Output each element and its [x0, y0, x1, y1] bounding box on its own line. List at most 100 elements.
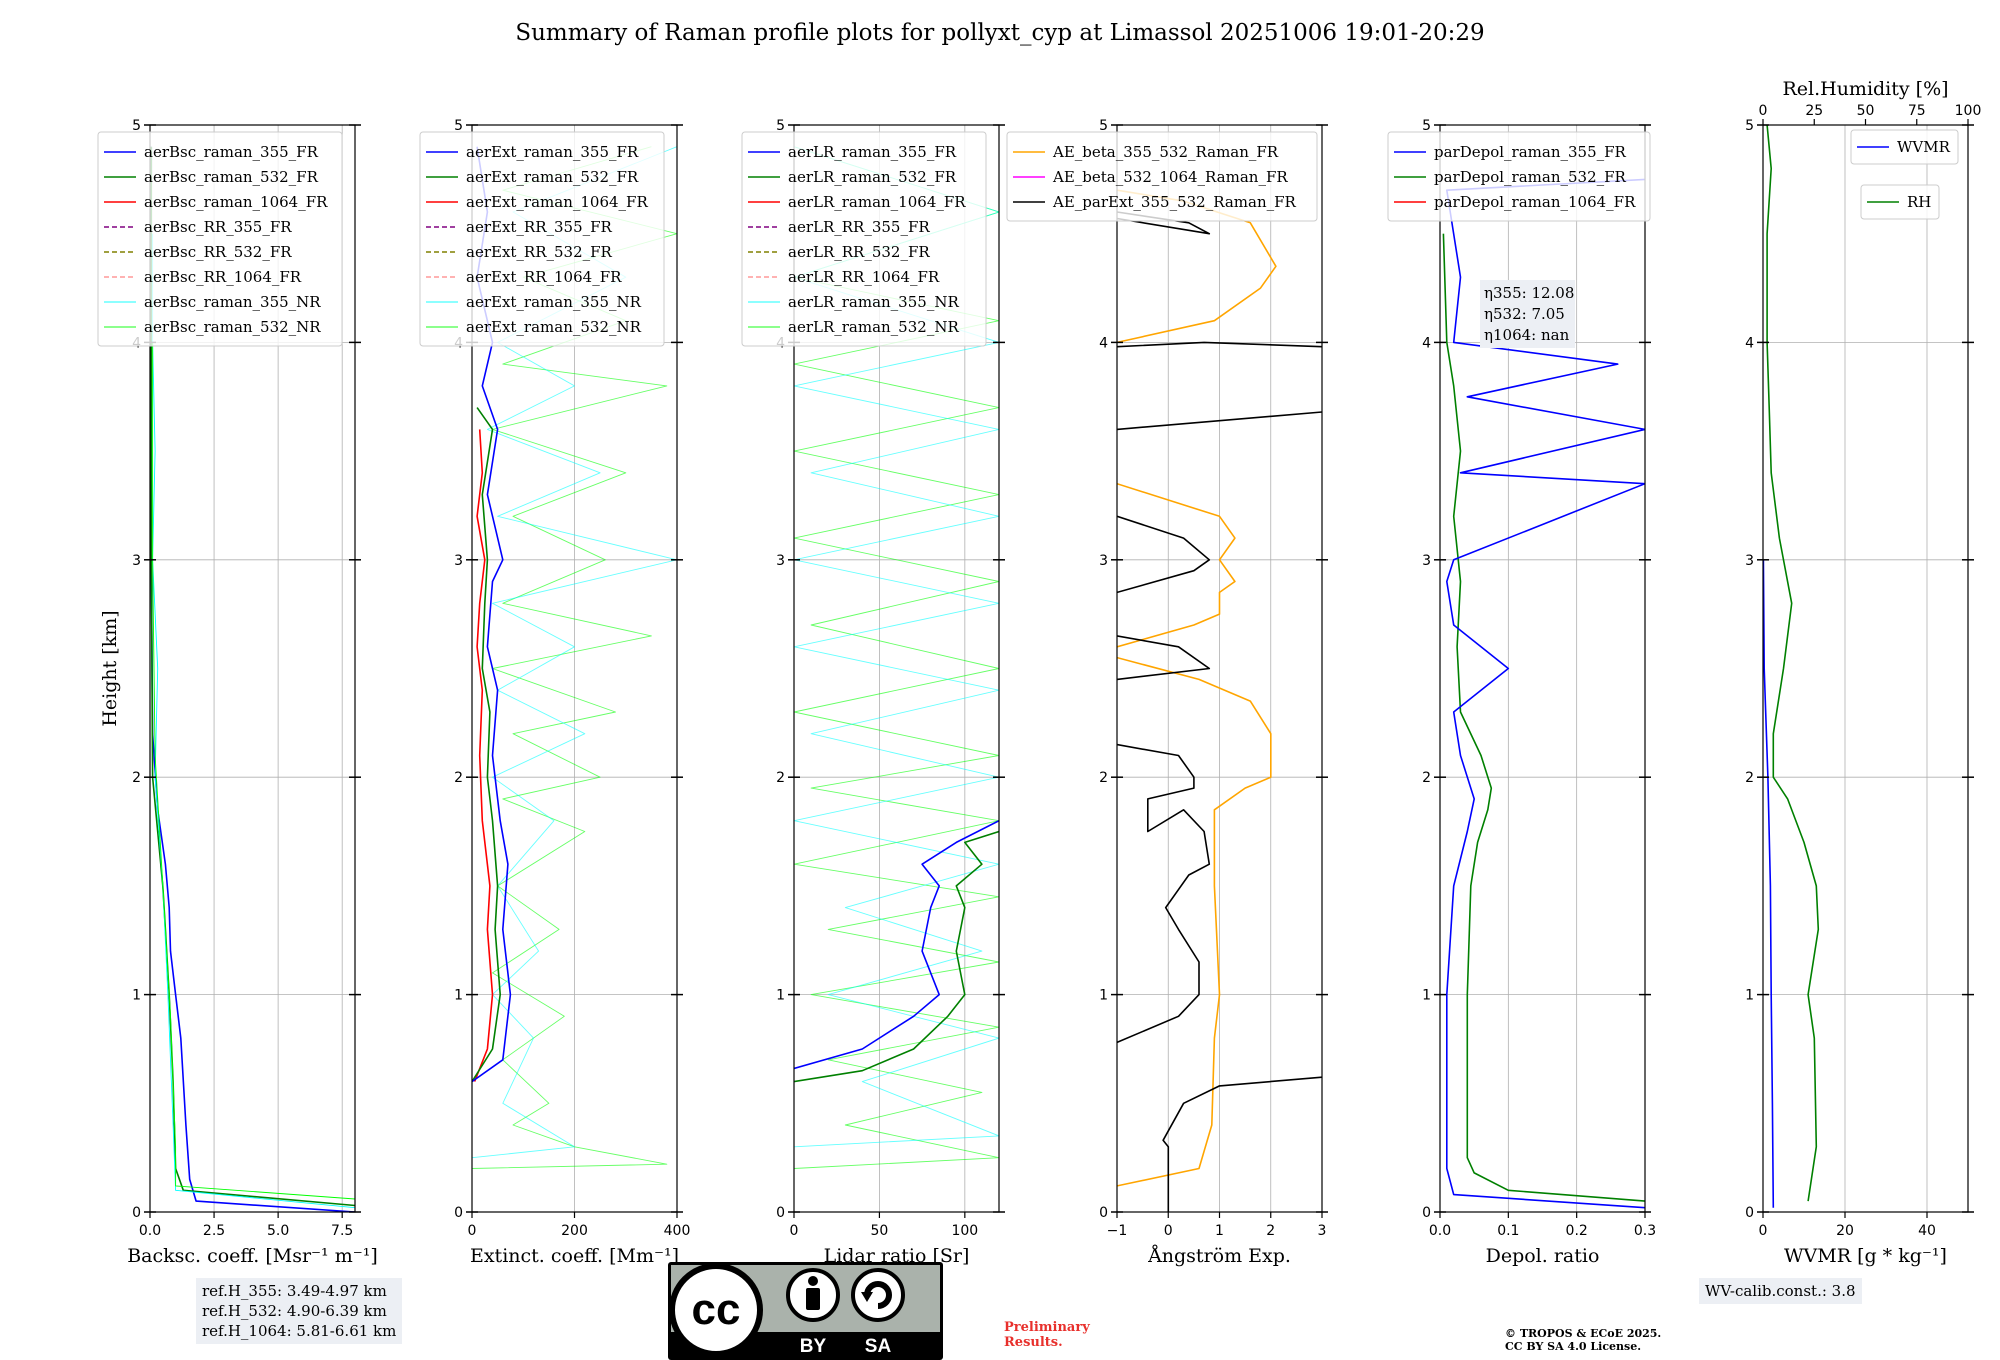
legend-label: parDepol_raman_532_FR [1434, 168, 1627, 186]
x-tick-label: 0 [790, 1223, 799, 1239]
y-tick-label: 2 [1099, 770, 1108, 786]
y-tick-label: 5 [1745, 118, 1754, 134]
cc-by-sa-badge: cc BY SA [668, 1262, 943, 1360]
legend-label: AE_parExt_355_532_Raman_FR [1052, 193, 1297, 211]
copyright-line-1: © TROPOS & ECoE 2025. [1505, 1327, 1662, 1340]
y-tick-label: 3 [454, 553, 463, 569]
legend-label: aerBsc_RR_1064_FR [144, 268, 302, 286]
eta-label: η532: 7.05 [1484, 305, 1565, 323]
attribution-icon [786, 1268, 840, 1322]
x-tick-label: 100 [951, 1223, 978, 1239]
series-line [152, 342, 355, 1200]
legend-label: aerExt_raman_1064_FR [466, 193, 648, 211]
legend-label: aerBsc_RR_355_FR [144, 218, 292, 236]
legend-label: aerBsc_raman_1064_FR [144, 193, 328, 211]
x-tick-label: 40 [1918, 1223, 1936, 1239]
legend-label: aerLR_raman_1064_FR [788, 193, 966, 211]
y-tick-label: 2 [1745, 770, 1754, 786]
y-tick-label: 4 [1099, 335, 1108, 351]
panel-angstrom: 0 1 2 3 4 5 −1 0 1 2 3 Ångström Exp. AE_beta_355_532… [1006, 118, 1328, 1267]
y-tick-label: 5 [1422, 118, 1431, 134]
legend-box [1860, 184, 1940, 220]
x-tick-label: 50 [871, 1223, 889, 1239]
x-axis-label: Backsc. coeff. [Msr⁻¹ m⁻¹] [127, 1245, 378, 1267]
top-tick-label: 100 [1955, 103, 1982, 119]
series-line [794, 830, 999, 1083]
series-line [1117, 635, 1211, 681]
y-tick-label: 5 [454, 118, 463, 134]
series-line [794, 819, 999, 1070]
y-tick-label: 1 [1745, 988, 1754, 1004]
preliminary-line-2: Results. [1004, 1335, 1063, 1350]
x-tick-label: 2 [1266, 1223, 1275, 1239]
series-line [472, 146, 677, 1159]
y-axis-label: Height [km] [99, 610, 121, 726]
x-tick-label: 0.2 [1566, 1223, 1588, 1239]
axes-frame [1762, 124, 1969, 1213]
y-tick-label: 0 [776, 1205, 785, 1221]
legend-label: aerExt_raman_355_NR [466, 293, 642, 311]
x-tick-label: 0.0 [1429, 1223, 1451, 1239]
y-tick-label: 4 [1422, 335, 1431, 351]
legend-label: AE_beta_532_1064_Raman_FR [1052, 168, 1288, 186]
x-tick-label: 0 [1759, 1223, 1768, 1239]
x-tick-label: 2.5 [203, 1223, 225, 1239]
series-line [473, 429, 494, 1082]
top-tick-label: 0 [1759, 103, 1768, 119]
legend-label: aerBsc_RR_532_FR [144, 243, 292, 261]
x-axis-label: WVMR [g * kg⁻¹] [1784, 1245, 1947, 1267]
panel-lidar_ratio: 012345050100Lidar ratio [Sr]aerLR_raman_… [741, 118, 1005, 1267]
legend-label: aerLR_raman_355_FR [788, 143, 957, 161]
legend-label: aerExt_raman_532_NR [466, 318, 642, 336]
x-axis-label: Extinct. coeff. [Mm⁻¹] [470, 1245, 679, 1267]
wv-calib-const: WV-calib.const.: 3.8 [1705, 1282, 1856, 1300]
y-tick-label: 3 [776, 553, 785, 569]
series-line [1117, 482, 1236, 648]
top-tick-label: 75 [1908, 103, 1926, 119]
series-line [1117, 743, 1211, 1044]
x-tick-label: 0 [468, 1223, 477, 1239]
x-tick-label: 0.0 [139, 1223, 161, 1239]
axes-frame [1439, 124, 1646, 1213]
legend-label: aerBsc_raman_532_NR [144, 318, 321, 336]
y-tick-label: 4 [1745, 335, 1754, 351]
series-line [1117, 515, 1211, 594]
y-tick-label: 0 [1099, 1205, 1108, 1221]
legend-label: aerExt_RR_1064_FR [466, 268, 622, 286]
series-line [1763, 559, 1775, 1208]
copyright-note: © TROPOS & ECoE 2025. CC BY SA 4.0 Licen… [1505, 1327, 1661, 1353]
x-tick-label: 0 [1164, 1223, 1173, 1239]
y-tick-label: 1 [1099, 988, 1108, 1004]
y-tick-label: 3 [1745, 553, 1754, 569]
legend-box [1850, 129, 1959, 165]
x-tick-label: 200 [561, 1223, 588, 1239]
eta-box [1480, 280, 1575, 348]
y-tick-label: 5 [1099, 118, 1108, 134]
legend-label: aerBsc_raman_532_FR [144, 168, 319, 186]
x-tick-label: 1 [1215, 1223, 1224, 1239]
axes-frame [793, 124, 1000, 1213]
panel-extinction: 0123450200400Extinct. coeff. [Mm⁻¹]aerEx… [419, 118, 690, 1267]
x-axis-label: Lidar ratio [Sr] [824, 1245, 970, 1267]
y-tick-label: 1 [454, 988, 463, 1004]
series-line [1446, 178, 1645, 1209]
legend-label: aerExt_RR_532_FR [466, 243, 613, 261]
by-label: BY [800, 1336, 827, 1357]
top-tick-label: 50 [1857, 103, 1875, 119]
ref-height-1064: ref.H_1064: 5.81-6.61 km [202, 1322, 397, 1340]
legend-label: aerLR_RR_1064_FR [788, 268, 940, 286]
legend-label: aerLR_raman_532_FR [788, 168, 957, 186]
legend-label: parDepol_raman_1064_FR [1434, 193, 1636, 211]
series-line [1117, 341, 1322, 348]
legend-label: parDepol_raman_355_FR [1434, 143, 1627, 161]
x-tick-label: 3 [1318, 1223, 1327, 1239]
eta-label: η355: 12.08 [1484, 284, 1574, 302]
y-tick-label: 2 [1422, 770, 1431, 786]
legend-box [1387, 131, 1651, 222]
series-line [794, 146, 999, 1148]
series-line [1766, 125, 1820, 1202]
legend-label: aerLR_RR_532_FR [788, 243, 930, 261]
figure-title: Summary of Raman profile plots for polly… [515, 20, 1485, 46]
preliminary-line-1: Preliminary [1004, 1320, 1090, 1335]
legend-label: aerLR_RR_355_FR [788, 218, 930, 236]
